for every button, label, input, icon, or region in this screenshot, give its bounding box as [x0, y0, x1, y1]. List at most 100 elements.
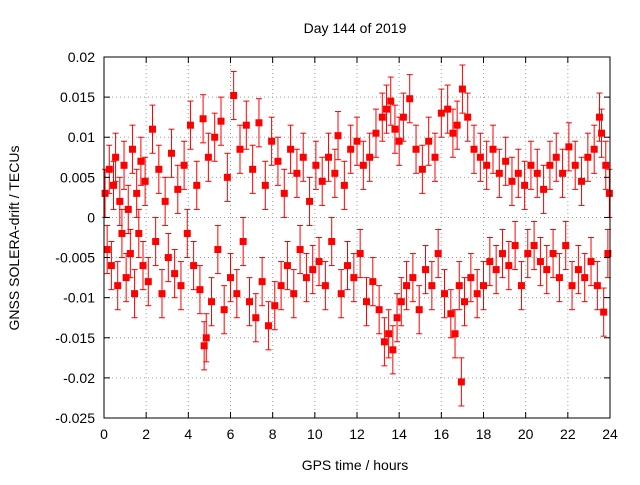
data-point: [470, 145, 478, 153]
data-point: [418, 165, 426, 173]
data-point: [406, 95, 414, 103]
y-tick-label: 0.005: [60, 169, 95, 185]
data-point: [578, 177, 586, 185]
data-point: [114, 282, 122, 290]
y-tick-label: 0: [87, 209, 95, 225]
data-point: [280, 189, 288, 197]
data-point: [467, 274, 475, 282]
data-point: [562, 242, 570, 250]
data-point: [101, 189, 109, 197]
data-point: [480, 282, 487, 290]
data-point: [453, 121, 461, 129]
data-point: [602, 161, 610, 169]
data-point: [116, 197, 124, 205]
y-tick-label: -0.025: [55, 410, 95, 426]
data-point: [521, 181, 529, 189]
x-tick-label: 4: [184, 426, 192, 442]
data-point: [239, 238, 247, 246]
y-tick-label: -0.015: [55, 330, 95, 346]
y-tick-label: 0.01: [68, 129, 95, 145]
data-point: [593, 282, 601, 290]
data-point: [461, 298, 469, 306]
data-point: [455, 282, 463, 290]
data-point: [309, 266, 317, 274]
data-point: [337, 290, 345, 298]
data-point: [249, 165, 257, 173]
data-point: [293, 169, 301, 177]
x-tick-label: 8: [269, 426, 277, 442]
data-point: [380, 338, 388, 346]
data-point: [321, 282, 329, 290]
data-point: [290, 290, 298, 298]
data-point: [590, 145, 598, 153]
data-point: [437, 109, 445, 117]
data-point: [245, 298, 253, 306]
data-point: [498, 250, 506, 258]
data-point: [422, 266, 430, 274]
data-point: [264, 322, 272, 330]
x-tick-label: 10: [307, 426, 323, 442]
data-point: [476, 153, 484, 161]
data-point: [385, 330, 393, 338]
y-tick-label: 0.02: [68, 49, 95, 65]
data-point: [161, 197, 169, 205]
data-point: [559, 169, 567, 177]
data-point: [325, 153, 333, 161]
data-point: [458, 85, 466, 93]
data-point: [350, 274, 358, 282]
data-point: [211, 133, 219, 141]
data-point: [158, 290, 166, 298]
data-point: [571, 161, 579, 169]
data-point: [296, 246, 304, 254]
y-tick-label: -0.02: [63, 370, 95, 386]
data-point: [584, 153, 592, 161]
data-point: [514, 169, 522, 177]
data-point: [186, 121, 194, 129]
data-point: [107, 262, 115, 270]
data-point: [148, 125, 156, 133]
data-point: [258, 278, 266, 286]
data-point: [391, 125, 399, 133]
chart-title: Day 144 of 2019: [304, 20, 407, 36]
data-point: [277, 282, 285, 290]
data-point: [457, 378, 465, 386]
data-point: [261, 181, 269, 189]
x-tick-label: 24: [602, 426, 618, 442]
data-point: [428, 282, 436, 290]
data-point: [112, 153, 120, 161]
data-point: [196, 286, 204, 294]
data-point: [214, 246, 222, 254]
data-point: [486, 258, 494, 266]
data-point: [431, 153, 439, 161]
data-point: [393, 314, 401, 322]
data-point: [536, 258, 544, 266]
data-point: [552, 153, 560, 161]
data-point: [152, 238, 160, 246]
data-point: [389, 346, 397, 354]
data-point: [183, 229, 191, 237]
data-point: [489, 145, 497, 153]
data-point: [120, 161, 128, 169]
data-point: [344, 262, 352, 270]
data-point: [233, 290, 241, 298]
data-point: [274, 157, 282, 165]
data-point: [306, 197, 314, 205]
data-point: [109, 181, 117, 189]
data-point: [395, 137, 403, 145]
data-point: [505, 262, 513, 270]
data-point: [105, 165, 113, 173]
data-point: [449, 129, 457, 137]
data-point: [574, 266, 582, 274]
data-point: [604, 250, 612, 258]
data-point: [144, 278, 152, 286]
data-point: [118, 229, 126, 237]
data-point: [533, 169, 541, 177]
x-tick-label: 2: [142, 426, 150, 442]
data-point: [287, 145, 295, 153]
data-point: [581, 274, 589, 282]
data-point: [299, 153, 307, 161]
data-point: [359, 161, 367, 169]
data-point: [315, 258, 323, 266]
data-point: [517, 282, 525, 290]
